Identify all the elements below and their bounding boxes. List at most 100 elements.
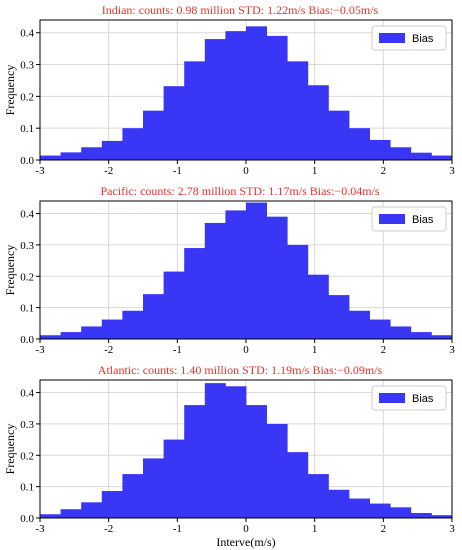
histogram-bar xyxy=(122,474,144,518)
histogram-bar xyxy=(143,294,164,339)
x-tick-label: 2 xyxy=(381,344,387,356)
x-tick-label: 2 xyxy=(381,165,387,177)
chart-title: Pacific: counts: 2.78 million STD: 1.17m… xyxy=(100,184,379,198)
histogram-bar xyxy=(266,35,288,161)
x-tick-label: 3 xyxy=(449,344,455,356)
y-tick-label: 0.0 xyxy=(20,513,34,525)
histogram-bar xyxy=(81,147,103,160)
histogram-bar xyxy=(40,335,61,339)
chart-title: Indian: counts: 0.98 million STD: 1.22m/… xyxy=(102,3,379,17)
histogram-bar xyxy=(122,310,144,339)
y-axis-label: Frequency xyxy=(3,65,17,116)
x-tick-label: 0 xyxy=(243,165,249,177)
y-tick-label: 0.2 xyxy=(20,450,34,462)
x-tick-label: 1 xyxy=(312,165,318,177)
histogram-bar xyxy=(184,248,206,339)
legend: Bias xyxy=(371,206,447,232)
y-tick-label: 0.2 xyxy=(20,271,34,283)
legend: Bias xyxy=(371,385,447,411)
x-tick-label: -2 xyxy=(104,523,113,535)
y-tick-label: 0.1 xyxy=(20,123,34,135)
histogram-bar xyxy=(225,210,247,339)
histogram-bar xyxy=(369,139,391,160)
histogram-bar xyxy=(60,509,82,518)
histogram-bar xyxy=(328,110,350,160)
histogram-bar xyxy=(369,503,391,518)
histogram-bar xyxy=(431,515,453,518)
histogram-bar xyxy=(431,335,453,339)
legend: Bias xyxy=(371,25,447,51)
histogram-bar xyxy=(349,310,370,339)
x-tick-label: 3 xyxy=(449,523,455,535)
histogram-bar xyxy=(204,383,226,518)
legend-label: Bias xyxy=(412,214,434,226)
x-tick-label: 1 xyxy=(312,344,318,356)
y-axis-label: Frequency xyxy=(3,424,17,475)
histogram-bar xyxy=(410,332,432,339)
histogram-bar xyxy=(163,271,185,339)
y-tick-label: 0.3 xyxy=(20,419,34,431)
histogram-bar xyxy=(307,474,329,518)
histogram-bar xyxy=(390,326,412,339)
x-tick-label: -3 xyxy=(35,165,45,177)
histogram-bar xyxy=(225,31,247,160)
histogram-bar xyxy=(40,514,61,518)
x-tick-label: -3 xyxy=(35,523,45,535)
chart-title: Atlantic: counts: 1.40 million STD: 1.19… xyxy=(98,363,383,377)
histogram-bar xyxy=(81,326,103,339)
legend-swatch xyxy=(379,33,405,43)
legend-box xyxy=(371,25,447,51)
histogram-bar xyxy=(163,86,185,160)
histogram-bar xyxy=(81,502,103,518)
histogram-bar xyxy=(143,458,164,518)
chart-panel-2: Pacific: counts: 2.78 million STD: 1.17m… xyxy=(3,184,455,356)
y-tick-label: 0.4 xyxy=(20,28,34,40)
histogram-bar xyxy=(349,128,370,160)
legend-label: Bias xyxy=(412,33,434,45)
histogram-bar xyxy=(184,61,206,161)
histogram-bar xyxy=(101,140,123,160)
histogram-bar xyxy=(390,507,412,518)
histogram-bar xyxy=(328,489,350,518)
histogram-bar xyxy=(246,202,267,339)
chart-panel-1: Indian: counts: 0.98 million STD: 1.22m/… xyxy=(3,3,455,177)
histogram-bar xyxy=(60,152,82,160)
legend-box xyxy=(371,206,447,232)
y-tick-label: 0.1 xyxy=(20,482,34,494)
y-tick-label: 0.0 xyxy=(20,334,34,346)
histogram-bar xyxy=(204,222,226,339)
x-tick-label: -1 xyxy=(173,523,182,535)
histogram-bar xyxy=(287,244,309,339)
x-tick-label: 3 xyxy=(449,165,455,177)
x-tick-label: 1 xyxy=(312,523,318,535)
histogram-bar xyxy=(225,386,247,518)
x-tick-label: -3 xyxy=(35,344,45,356)
x-axis-label: Interve(m/s) xyxy=(216,535,275,549)
histogram-bar xyxy=(122,128,144,160)
histogram-bar xyxy=(246,405,267,518)
histogram-bar xyxy=(101,319,123,339)
histogram-bar xyxy=(266,423,288,518)
legend-swatch xyxy=(379,214,405,224)
histogram-bar xyxy=(246,26,267,161)
x-tick-label: -1 xyxy=(173,344,182,356)
x-tick-label: 2 xyxy=(381,523,387,535)
y-tick-label: 0.0 xyxy=(20,155,34,167)
histogram-bar xyxy=(328,295,350,339)
histogram-bar xyxy=(307,85,329,160)
y-axis-label: Frequency xyxy=(3,245,17,296)
histogram-bar xyxy=(143,110,164,160)
y-tick-label: 0.1 xyxy=(20,303,34,315)
legend-swatch xyxy=(379,393,405,403)
histogram-bar xyxy=(60,332,82,339)
y-tick-label: 0.4 xyxy=(20,388,34,400)
x-tick-label: 0 xyxy=(243,344,249,356)
histogram-bar xyxy=(431,155,453,160)
histogram-bar xyxy=(40,155,61,160)
y-tick-label: 0.3 xyxy=(20,60,34,72)
histogram-bar xyxy=(266,216,288,339)
x-tick-label: -2 xyxy=(104,344,113,356)
chart-panel-3: Atlantic: counts: 1.40 million STD: 1.19… xyxy=(3,363,455,549)
histogram-bar xyxy=(410,152,432,160)
